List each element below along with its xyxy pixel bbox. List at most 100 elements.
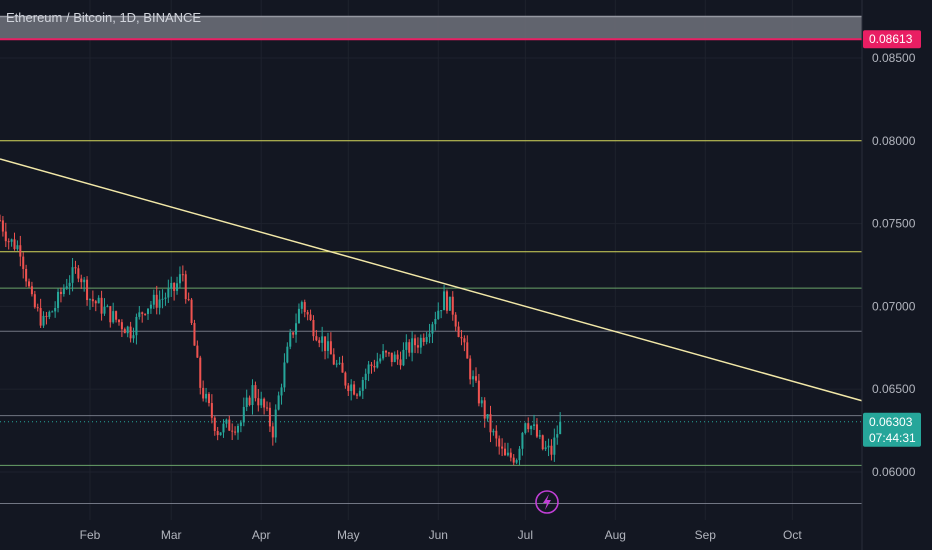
price-axis-label: 0.06000 — [872, 465, 916, 479]
candle-body — [544, 447, 547, 450]
candlesticks — [0, 214, 562, 466]
candle-body — [129, 326, 132, 339]
lightning-bolt-icon[interactable] — [535, 490, 559, 514]
candle-body — [254, 385, 257, 399]
time-axis-label: Oct — [783, 528, 802, 542]
candle-body — [416, 345, 419, 348]
candle-body — [474, 376, 478, 381]
candle-body — [91, 299, 94, 302]
candle-body — [48, 311, 51, 317]
candle-body — [54, 307, 57, 312]
candle-body — [344, 372, 347, 386]
time-axis-label: Mar — [161, 528, 182, 542]
candle-body — [135, 316, 138, 336]
candle-body — [248, 397, 251, 405]
candle-body — [541, 435, 544, 450]
candle-body — [242, 406, 245, 423]
candle-body — [350, 384, 353, 392]
candle-body — [309, 314, 312, 320]
time-axis-label: Sep — [695, 528, 717, 542]
candle-body — [512, 457, 515, 463]
chart-grid — [0, 0, 862, 520]
candle-body — [550, 445, 553, 455]
candle-body — [164, 297, 167, 299]
candle-body — [384, 350, 388, 353]
candle-body — [355, 394, 359, 396]
candle-body — [199, 357, 202, 388]
candle-body — [193, 323, 196, 346]
candle-body — [94, 301, 97, 304]
candle-body — [132, 335, 135, 339]
candle-body — [414, 338, 417, 346]
candle-body — [530, 425, 533, 430]
candle-body — [390, 352, 393, 362]
candle-body — [176, 283, 179, 291]
candle-body — [480, 400, 483, 404]
candle-body — [178, 274, 181, 284]
price-axis-label: 0.07500 — [872, 217, 916, 231]
candle-body — [42, 315, 45, 326]
candle-body — [358, 390, 361, 396]
candle-body — [268, 407, 271, 427]
candle-body — [115, 311, 118, 320]
candle-body — [515, 460, 518, 463]
candle-body — [292, 332, 295, 335]
candle-body — [503, 448, 507, 456]
candle-body — [469, 358, 472, 380]
candle-body — [51, 311, 54, 313]
candle-body — [219, 432, 222, 436]
candle-body — [207, 393, 210, 404]
time-axis: Feb Mar Apr May Jun Jul Aug Sep Oct — [80, 528, 803, 542]
candle-body — [7, 241, 10, 243]
chart-title: Ethereum / Bitcoin, 1D, BINANCE — [6, 10, 202, 25]
trendline[interactable] — [0, 158, 863, 402]
candle-body — [527, 423, 530, 430]
candle-body — [65, 286, 68, 289]
candle-body — [167, 288, 170, 298]
candle-body — [144, 313, 147, 315]
candle-body — [33, 294, 36, 308]
candle-body — [364, 373, 367, 381]
candle-body — [451, 296, 454, 315]
candle-body — [0, 220, 2, 222]
candle-body — [141, 312, 144, 314]
candle-body — [477, 380, 480, 404]
marked-price-badge — [863, 30, 921, 49]
candle-body — [266, 407, 269, 409]
candle-body — [419, 337, 422, 348]
event-icon-ring — [535, 490, 559, 514]
candle-body — [463, 338, 466, 343]
candle-body — [225, 419, 228, 424]
candle-body — [170, 282, 173, 289]
candle-body — [472, 376, 475, 380]
candle-body — [216, 430, 219, 436]
candle-body — [460, 336, 463, 339]
countdown-label: 07:44:31 — [869, 431, 916, 445]
candle-body — [187, 299, 190, 301]
candle-body — [251, 385, 254, 405]
candle-body — [30, 286, 33, 295]
candle-body — [321, 336, 324, 343]
candle-body — [556, 434, 559, 438]
candle-body — [501, 446, 504, 449]
candle-body — [347, 385, 350, 392]
candle-body — [315, 336, 318, 341]
candle-body — [489, 414, 492, 433]
candle-body — [106, 306, 109, 308]
time-axis-label: Aug — [605, 528, 626, 542]
candle-body — [428, 333, 431, 338]
candle-body — [112, 311, 115, 323]
price-axis-panel[interactable] — [862, 0, 932, 550]
candle-body — [260, 398, 263, 406]
candle-body — [88, 299, 91, 301]
candle-body — [236, 425, 240, 433]
candle-body — [434, 318, 437, 325]
horizontal-levels[interactable] — [0, 15, 862, 504]
candle-body — [257, 398, 260, 406]
candle-body — [326, 341, 329, 351]
candle-body — [341, 362, 344, 373]
candle-body — [68, 282, 71, 287]
candle-body — [149, 304, 152, 309]
time-axis-label: May — [337, 528, 360, 542]
